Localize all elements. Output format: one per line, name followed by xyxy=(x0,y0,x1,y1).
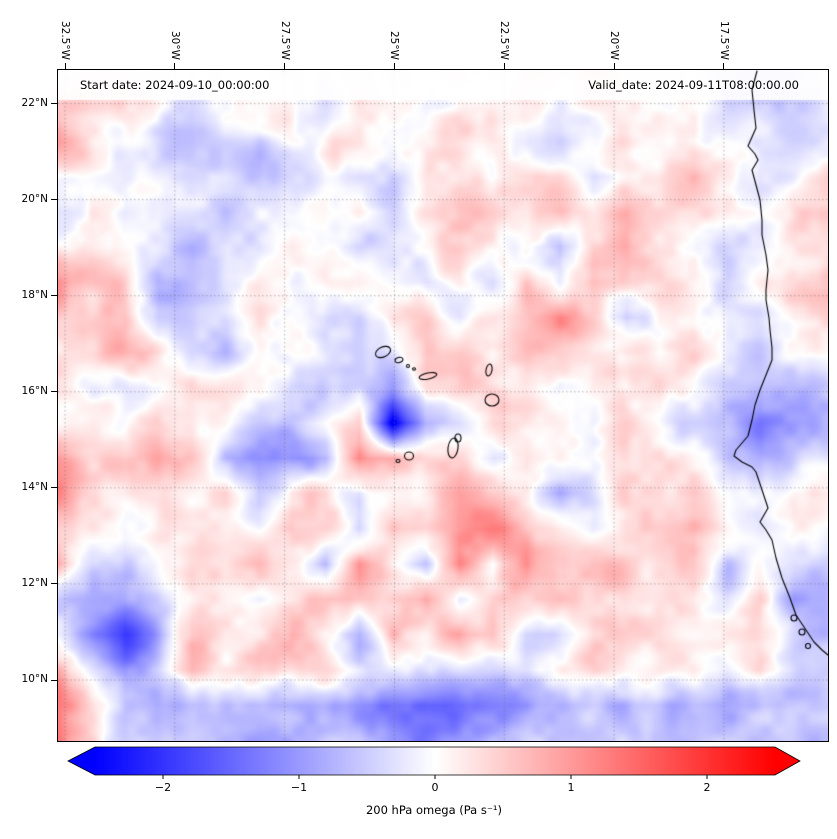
colorbar-tick-label: −2 xyxy=(154,781,172,794)
start-date-label: Start date: 2024-09-10_00:00:00 xyxy=(80,78,270,92)
x-tick-label: 25°W xyxy=(388,31,401,60)
y-tick-label: 10°N xyxy=(21,673,48,685)
x-tick-label: 32.5°W xyxy=(59,20,72,60)
colorbar xyxy=(67,746,801,779)
x-tick-mark xyxy=(284,63,286,69)
y-tick-label: 22°N xyxy=(21,96,48,109)
colorbar-tick-label: −1 xyxy=(290,781,308,794)
x-tick-label: 17.5°W xyxy=(717,20,730,60)
y-tick-mark xyxy=(51,103,57,105)
y-tick-label: 20°N xyxy=(21,192,48,205)
y-tick-label: 12°N xyxy=(21,576,48,589)
x-tick-mark xyxy=(723,63,725,69)
y-tick-mark xyxy=(51,679,57,681)
x-tick-mark xyxy=(64,63,66,69)
x-tick-label: 20°W xyxy=(608,31,621,60)
colorbar-gradient-bar xyxy=(67,746,801,776)
y-tick-mark xyxy=(51,583,57,585)
valid-date-label: Valid_date: 2024-09-11T08:00:00.00 xyxy=(588,78,799,92)
colorbar-tick-marks xyxy=(162,775,708,779)
map-canvas xyxy=(58,70,828,741)
y-tick-label: 14°N xyxy=(21,480,48,493)
colorbar-label: 200 hPa omega (Pa s⁻¹) xyxy=(365,803,503,817)
map-plot xyxy=(57,69,829,742)
y-tick-mark xyxy=(51,199,57,201)
x-tick-mark xyxy=(503,63,505,69)
x-tick-label: 27.5°W xyxy=(278,20,291,60)
y-tick-label: 16°N xyxy=(21,384,48,397)
x-tick-mark xyxy=(613,63,615,69)
colorbar-tick-label: 1 xyxy=(567,781,575,794)
colorbar-tick-label: 2 xyxy=(703,781,711,794)
x-tick-label: 30°W xyxy=(168,31,181,60)
y-tick-mark xyxy=(51,487,57,489)
y-tick-mark xyxy=(51,391,57,393)
y-tick-mark xyxy=(51,295,57,297)
x-tick-mark xyxy=(174,63,176,69)
x-tick-label: 22.5°W xyxy=(498,20,511,60)
x-tick-mark xyxy=(393,63,395,69)
colorbar-tick-label: 0 xyxy=(431,781,439,794)
y-tick-label: 18°N xyxy=(21,288,48,301)
